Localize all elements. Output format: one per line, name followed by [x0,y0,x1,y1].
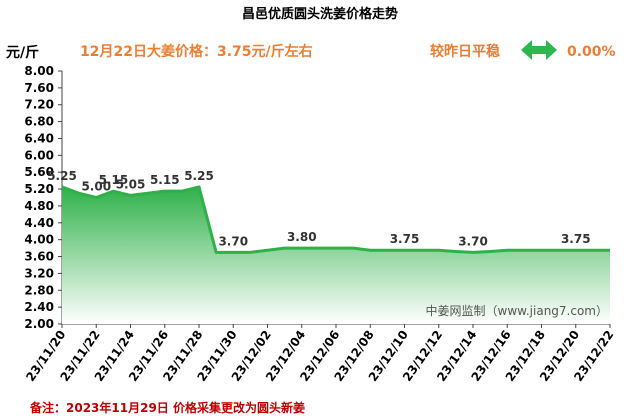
watermark: 中姜网监制（www.jiang7.com） [426,303,608,318]
y-tick-label: 4.40 [24,216,54,230]
y-tick-label: 4.00 [24,233,54,247]
headline-price: 12月22日大姜价格：3.75元/斤左右 [80,43,313,60]
y-tick-label: 2.80 [24,283,54,297]
data-label: 3.70 [458,234,488,248]
y-tick-label: 7.20 [24,98,54,112]
series-area [62,186,610,324]
data-label: 5.00 [81,180,111,194]
data-label: 3.70 [218,234,248,248]
chart-title: 昌邑优质圆头洗姜价格走势 [242,6,398,22]
comparison-label: 较昨日平稳 [430,43,500,60]
y-tick-label: 2.00 [24,317,54,331]
data-label: 5.15 [150,173,180,187]
footnote: 备注：2023年11月29日 价格采集更改为圆头新姜 [29,400,305,415]
y-tick-label: 2.40 [24,300,54,314]
data-label: 5.25 [47,169,77,183]
y-tick-label: 5.20 [24,182,54,196]
data-label: 5.25 [184,169,214,183]
y-tick-label: 3.60 [24,250,54,264]
y-tick-label: 5.60 [24,165,54,179]
series-line [61,185,610,254]
data-label: 5.15 [99,173,129,187]
y-tick-label: 6.00 [24,148,54,162]
y-tick-label: 4.80 [24,199,54,213]
y-tick-label: 7.60 [24,81,54,95]
comparison-value: 0.00% [567,44,616,60]
y-tick-label: 6.40 [24,131,54,145]
y-unit-label: 元/斤 [6,44,39,61]
y-tick-label: 6.80 [24,115,54,129]
left-right-arrow-icon [521,40,557,60]
data-label: 3.80 [287,230,317,244]
data-label: 3.75 [390,232,420,246]
y-tick-label: 8.00 [24,64,54,78]
plot-area: 8.00 7.60 7.20 6.80 6.40 6.00 5.60 5.20 4.80 4.40… [23,64,616,384]
y-tick-label: 3.20 [24,266,54,280]
data-label: 5.05 [116,177,146,191]
data-label: 3.75 [561,232,591,246]
